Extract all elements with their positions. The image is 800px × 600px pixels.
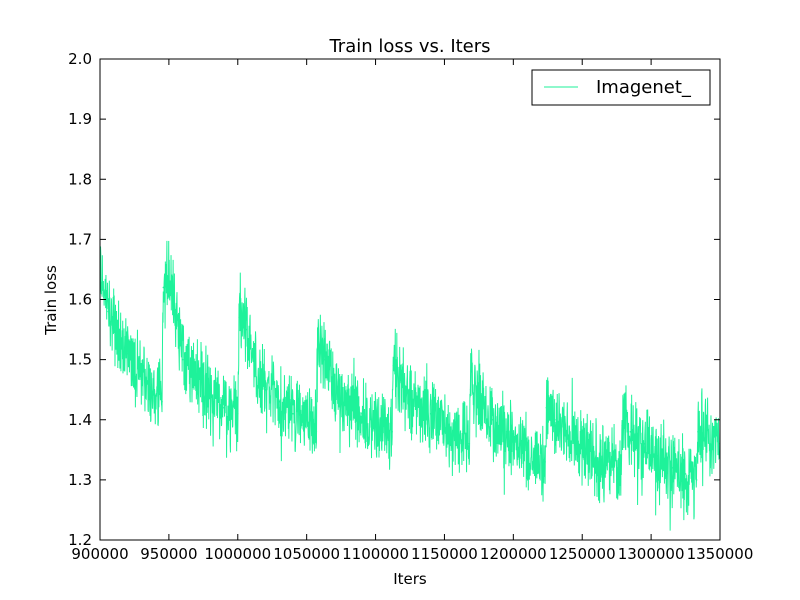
series-point xyxy=(629,430,632,433)
series-point xyxy=(519,443,522,445)
series-point xyxy=(195,376,198,379)
series-point xyxy=(238,316,240,319)
series-point xyxy=(621,424,623,427)
series-point xyxy=(553,418,556,421)
series-point xyxy=(705,436,708,439)
series-point xyxy=(209,394,212,397)
series-point xyxy=(416,406,418,409)
series-point xyxy=(505,430,508,433)
y-tick-label: 2.0 xyxy=(68,50,92,68)
series-point xyxy=(608,461,611,463)
x-tick-label: 1200000 xyxy=(480,545,547,563)
series-point xyxy=(360,412,363,415)
x-tick-label: 1300000 xyxy=(618,545,685,563)
x-tick-label: 1150000 xyxy=(411,545,478,563)
series-point xyxy=(347,400,349,403)
series-point xyxy=(657,455,659,457)
x-tick-label: 900000 xyxy=(71,545,128,563)
series-point xyxy=(223,406,225,409)
y-tick-label: 1.5 xyxy=(68,351,92,369)
y-tick-label: 1.7 xyxy=(68,230,92,248)
series-point xyxy=(236,412,239,415)
series-point xyxy=(154,394,156,397)
x-axis-title: Iters xyxy=(393,570,427,588)
y-tick-label: 1.3 xyxy=(68,471,92,489)
series-point xyxy=(253,364,256,367)
y-tick-label: 1.4 xyxy=(68,411,92,429)
x-axis: 900000 950000 1000000 1050000 1100000 1150000… xyxy=(71,59,753,563)
series-point xyxy=(469,388,472,391)
y-tick-label: 1.9 xyxy=(68,110,92,128)
y-tick-label: 1.2 xyxy=(68,531,92,549)
series-point xyxy=(126,352,129,355)
series-point xyxy=(264,388,267,391)
series-point xyxy=(305,418,308,421)
series-point xyxy=(316,346,319,349)
y-axis: 1.2 1.3 1.4 1.5 1.6 1.7 1.8 1.9 2.0 xyxy=(68,50,720,549)
series-point xyxy=(697,430,699,433)
series-point xyxy=(140,376,143,379)
series-point xyxy=(174,310,177,313)
series-point xyxy=(468,443,471,445)
series-point xyxy=(429,412,432,415)
series-point xyxy=(115,334,118,337)
chart-title: Train loss vs. Iters xyxy=(328,36,490,57)
legend-label-imagenet: Imagenet_ xyxy=(596,77,692,98)
x-tick-label: 950000 xyxy=(140,545,197,563)
series-point xyxy=(181,358,184,361)
series-point xyxy=(567,436,570,439)
series-point xyxy=(478,400,480,403)
series-point xyxy=(491,418,494,421)
series-point xyxy=(457,430,460,433)
y-tick-label: 1.8 xyxy=(68,170,92,188)
series-point xyxy=(533,455,535,457)
series-point xyxy=(245,328,247,331)
series-point xyxy=(695,479,698,481)
series-point xyxy=(162,286,165,289)
series-point xyxy=(643,443,646,445)
x-tick-label: 1250000 xyxy=(549,545,616,563)
series-point xyxy=(101,286,104,289)
series-point xyxy=(333,382,336,385)
x-tick-label: 1350000 xyxy=(687,545,754,563)
series-point xyxy=(168,280,170,283)
y-tick-label: 1.6 xyxy=(68,291,92,309)
series-point xyxy=(545,406,548,409)
series-point xyxy=(315,430,318,433)
series-point xyxy=(684,473,687,475)
series-point xyxy=(374,424,377,427)
series-point xyxy=(292,412,294,415)
series-point xyxy=(323,358,326,361)
x-tick-label: 1100000 xyxy=(342,545,409,563)
series-point xyxy=(392,364,395,367)
series-point xyxy=(107,310,110,313)
series-line-imagenet xyxy=(100,240,720,531)
series-point xyxy=(595,455,597,457)
legend: Imagenet_ xyxy=(531,69,711,106)
series-point xyxy=(402,382,404,385)
series-point xyxy=(581,449,584,451)
series-point xyxy=(670,467,673,469)
series-point xyxy=(544,461,546,463)
series-point xyxy=(620,473,622,475)
series-layer xyxy=(100,240,720,531)
series-point xyxy=(278,400,280,403)
series-point xyxy=(161,400,163,403)
series-point xyxy=(391,430,393,433)
y-axis-title: Train loss xyxy=(42,265,60,336)
series-point xyxy=(443,424,446,427)
x-tick-label: 1050000 xyxy=(273,545,340,563)
x-tick-label: 1000000 xyxy=(204,545,271,563)
